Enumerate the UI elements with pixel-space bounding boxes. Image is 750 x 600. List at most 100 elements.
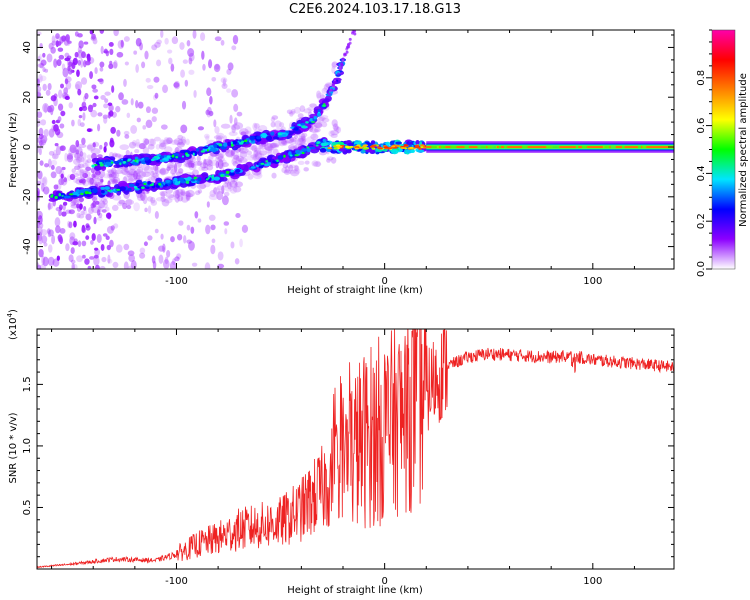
- spectrogram-cell: [57, 103, 64, 111]
- spectrogram-cell: [147, 196, 154, 202]
- spectrogram-cell: [231, 158, 238, 165]
- spectrogram-cell: [107, 173, 114, 179]
- carrier-variation: [637, 146, 642, 148]
- spectrogram-ticks: -100 0 100 -40 -20 0 20 40: [22, 30, 674, 287]
- spectrogram-cell: [317, 111, 321, 114]
- spectrogram-cell: [42, 52, 46, 58]
- spectrogram-cell: [231, 45, 237, 51]
- spectrogram-cell: [293, 127, 299, 131]
- spectrogram-cell: [185, 190, 191, 200]
- spectrogram-cell: [118, 92, 124, 101]
- spectrogram-cell: [77, 33, 83, 38]
- spectrogram-cell: [239, 142, 244, 145]
- spectrogram-cell: [40, 229, 48, 236]
- spectrogram-cell: [217, 263, 225, 269]
- spectrogram-cell: [153, 136, 161, 142]
- spectrogram-cell: [79, 150, 84, 157]
- spectrogram-cell: [229, 186, 238, 194]
- spectrogram-cell: [96, 177, 101, 182]
- spectrogram-cell: [74, 83, 80, 90]
- spectrogram-cell: [132, 159, 135, 162]
- spectrogram-cell: [300, 122, 306, 126]
- spectrogram-cell: [251, 155, 262, 161]
- spectrogram-cell: [389, 140, 396, 146]
- spectrogram-cell: [81, 240, 87, 247]
- spectrogram-cell: [70, 259, 76, 264]
- y-tick-label: -20: [22, 189, 33, 205]
- spectrogram-cell: [58, 178, 65, 186]
- spectrogram-cell: [409, 146, 414, 149]
- spectrogram-cell: [330, 156, 337, 164]
- spectrogram-cell: [61, 63, 66, 71]
- carrier-variation: [581, 146, 588, 148]
- spectrogram-cell: [49, 104, 55, 113]
- spectrogram-cell: [82, 112, 86, 121]
- spectrogram-cell: [68, 221, 73, 229]
- spectrogram-cell: [73, 177, 78, 183]
- spectrogram-cell: [67, 40, 72, 44]
- spectrogram-cell: [168, 57, 173, 65]
- spectrogram-cell: [142, 140, 148, 149]
- spectrogram-cell: [288, 138, 297, 145]
- spectrogram-cell: [112, 61, 118, 69]
- spectrogram-cell: [224, 183, 234, 192]
- spectrogram-cell: [127, 168, 137, 176]
- spectrogram-cell: [118, 199, 126, 205]
- spectrogram-cell: [293, 164, 299, 171]
- spectrogram-cell: [208, 159, 218, 166]
- spectrogram-cell: [136, 117, 141, 123]
- spectrogram-cell: [258, 165, 264, 169]
- x-tick-label: 0: [381, 276, 387, 287]
- spectrogram-cell: [239, 238, 243, 248]
- spectrogram-cell: [147, 181, 151, 185]
- spectrogram-cell: [283, 156, 291, 162]
- spectrogram-cell: [71, 61, 76, 70]
- spectrogram-cell: [296, 137, 306, 146]
- spectrogram-cell: [208, 214, 216, 221]
- spectrogram-cell: [190, 178, 196, 182]
- spectrogram-cell: [230, 241, 235, 249]
- spectrogram-cell: [93, 95, 99, 100]
- spectrogram-cell: [158, 182, 162, 186]
- spectrogram-cell: [121, 170, 131, 176]
- spectrogram-cell: [216, 190, 224, 201]
- spectrogram-cell: [233, 181, 238, 189]
- spectrogram-cell: [316, 112, 322, 117]
- spectrogram-cell: [48, 150, 55, 156]
- spectrogram-cell: [68, 209, 75, 215]
- spectrogram-cell: [162, 139, 172, 145]
- spectrogram-cell: [40, 119, 47, 126]
- spectrogram-cell: [332, 85, 336, 89]
- spectrogram-cell: [77, 147, 83, 153]
- spectrogram-cell: [107, 254, 111, 264]
- spectrogram-cell: [94, 172, 100, 179]
- spectrogram-cell: [72, 145, 78, 150]
- spectrogram-cell: [362, 147, 369, 150]
- spectrogram-cell: [176, 233, 183, 241]
- spectrogram-cell: [123, 78, 127, 87]
- spectrogram-cell: [121, 99, 129, 105]
- spectrogram-cell: [170, 63, 175, 72]
- spectrogram-cell: [84, 160, 90, 168]
- spectrogram-cell: [185, 162, 193, 168]
- spectrogram-cell: [152, 169, 161, 176]
- spectrogram-cell: [57, 234, 63, 243]
- spectrogram-cell: [253, 123, 260, 129]
- spectrogram-cell: [321, 117, 330, 123]
- spectrogram-cell: [93, 216, 97, 225]
- spectrogram-cell: [395, 141, 403, 145]
- spectrogram-cell: [230, 169, 234, 173]
- spectrogram-cell: [58, 89, 63, 99]
- spectrogram-cell: [153, 76, 160, 83]
- spectrogram-cell: [385, 141, 391, 146]
- spectrogram-cell: [74, 165, 81, 171]
- spectrogram-cell: [227, 181, 232, 190]
- spectrogram-cell: [151, 44, 158, 51]
- spectrogram-cell: [75, 139, 80, 148]
- spectrogram-cell: [215, 160, 220, 169]
- spectrogram-cell: [78, 214, 85, 219]
- spectrogram-cell: [223, 182, 229, 188]
- spectrogram-cell: [119, 162, 122, 166]
- spectrogram-cell: [78, 115, 83, 119]
- spectrogram-cell: [188, 163, 197, 171]
